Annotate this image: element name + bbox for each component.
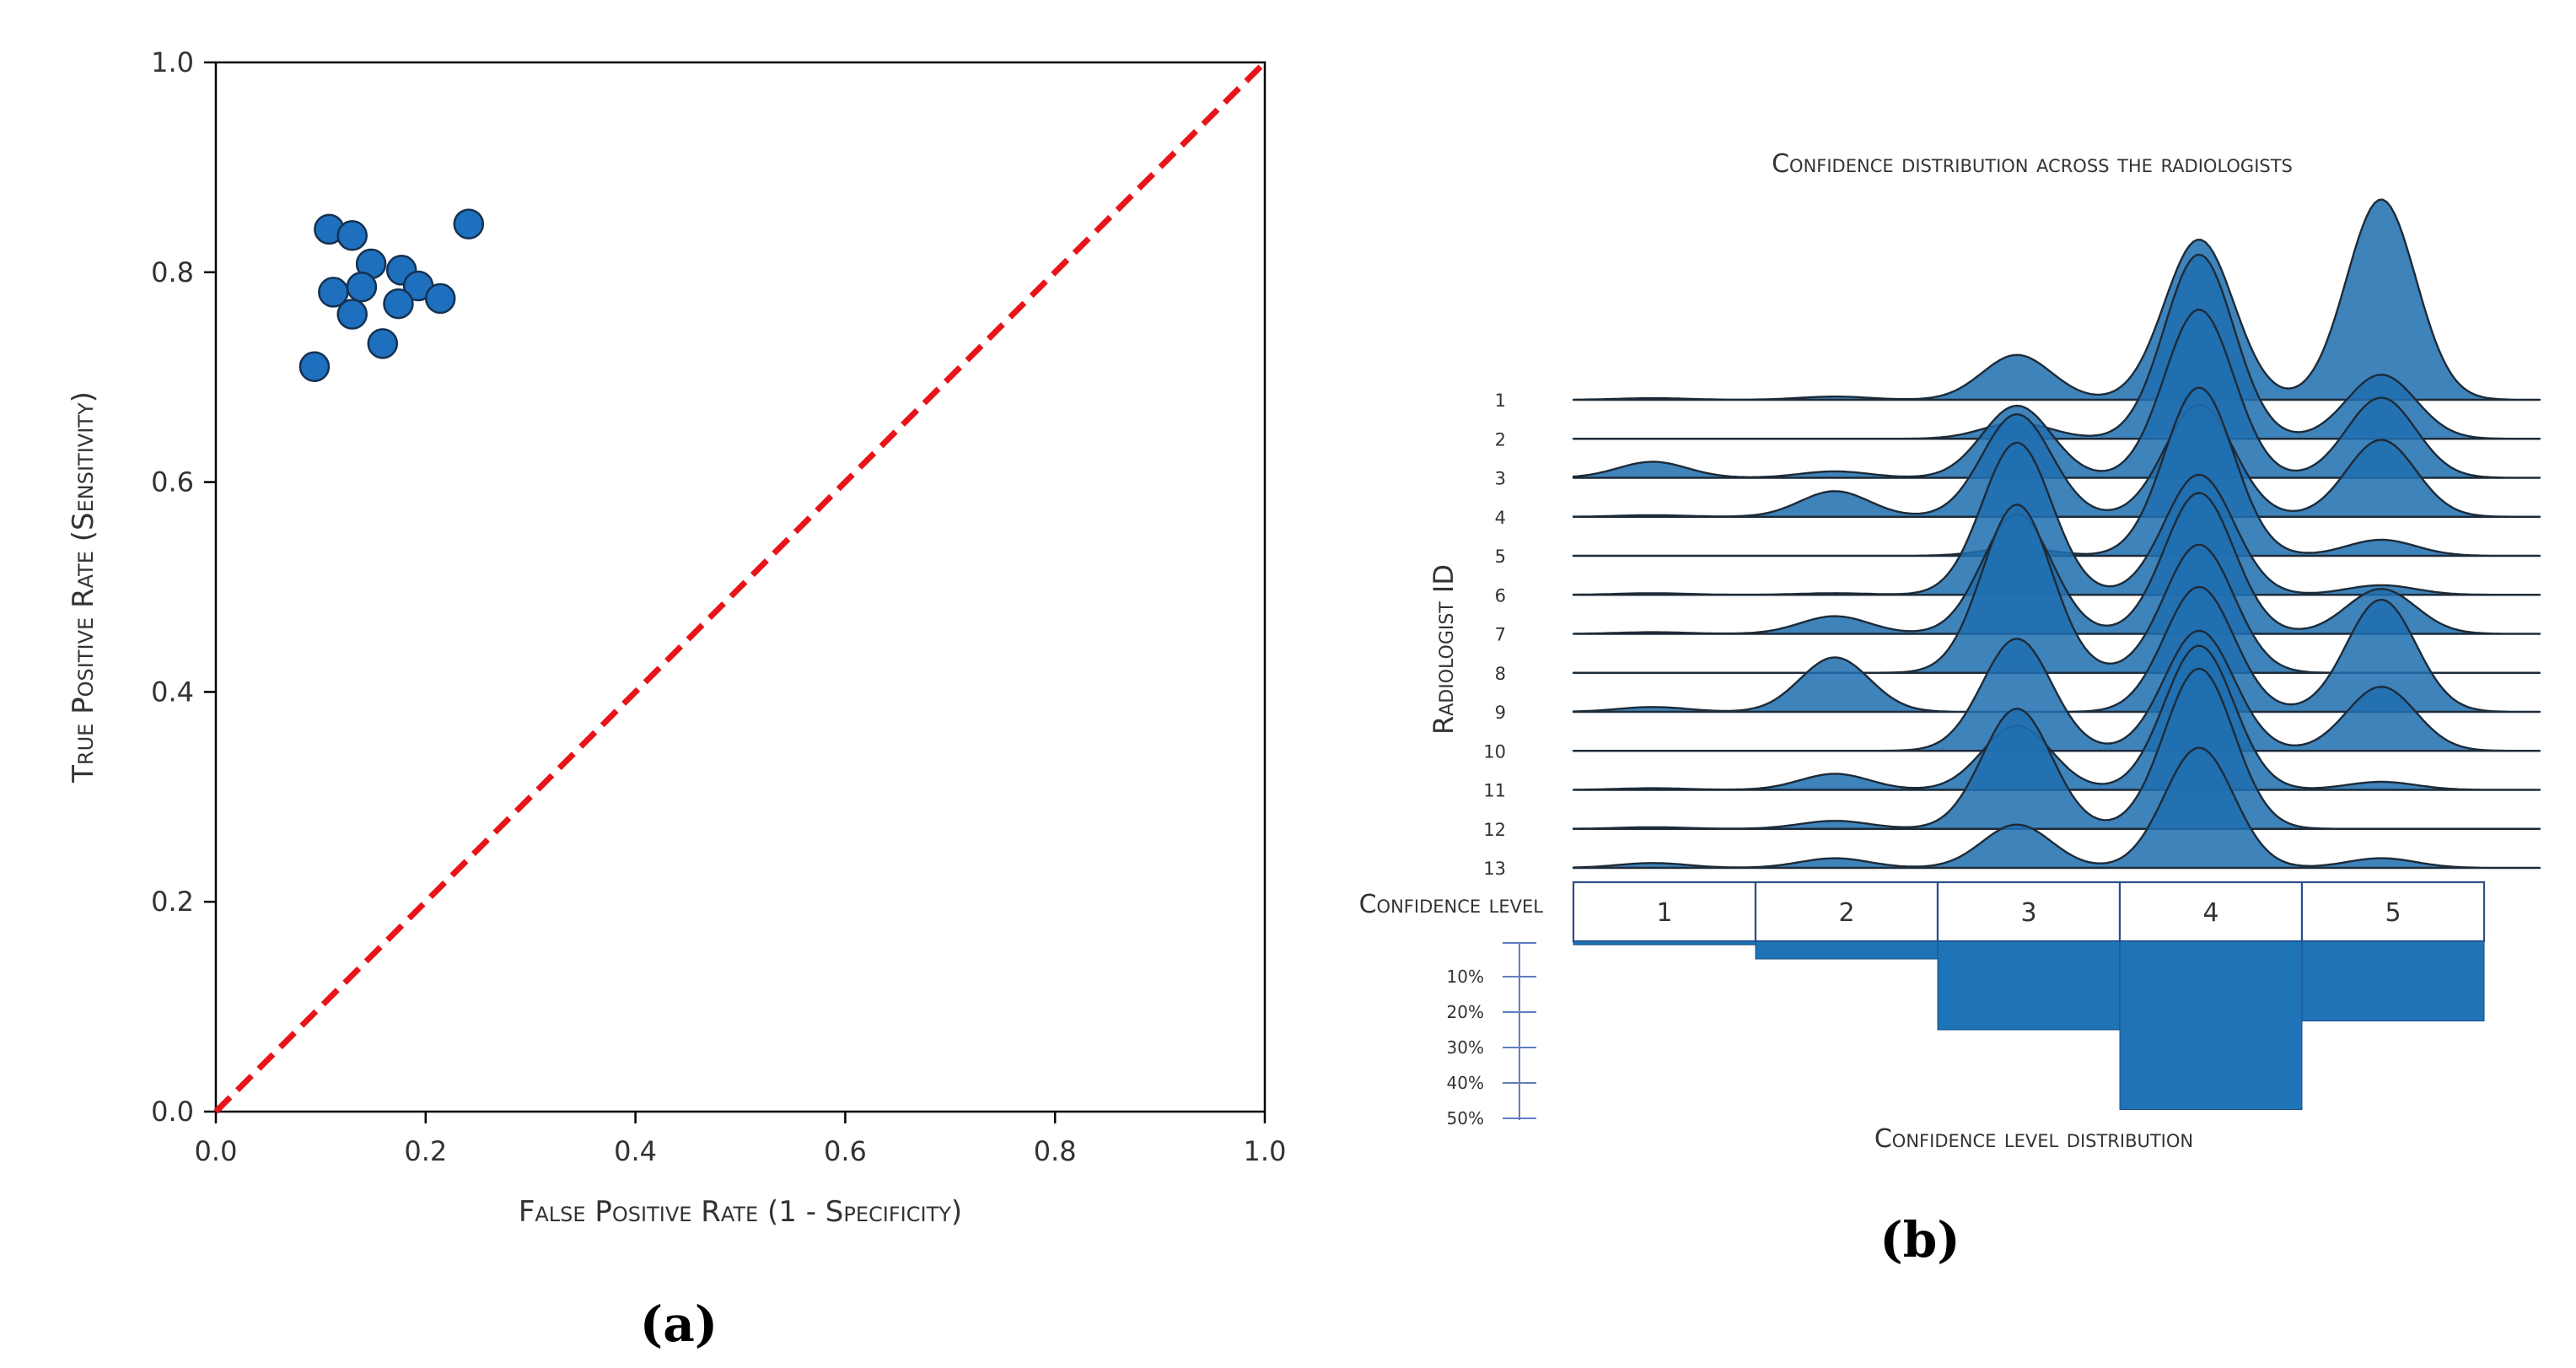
radiologist-id-label: 6 — [1495, 585, 1506, 606]
radiologist-id-label: 8 — [1495, 664, 1506, 684]
axis-ticks: 0.0 0.2 0.4 0.6 0.8 1.0 0.0 0.2 0.4 0.6 0.8 1.0 — [151, 46, 1286, 1167]
radiologist-id-label: 12 — [1483, 820, 1506, 840]
radiologist-id-label: 2 — [1495, 429, 1506, 450]
ridge-11 — [1572, 644, 2541, 791]
scatter-point — [424, 283, 456, 315]
scatter-points — [298, 208, 485, 383]
confidence-level-header: 1 2 3 4 5 — [1572, 881, 2486, 943]
confidence-cell-label: 4 — [2202, 898, 2218, 928]
scatter-point — [318, 277, 349, 308]
y-tick-label: 0.6 — [151, 466, 194, 498]
confidence-cell-label: 5 — [2385, 898, 2401, 928]
radiologist-id-label: 9 — [1495, 703, 1506, 723]
scatter-point — [336, 220, 368, 251]
radiologist-id-axis-label: Radiologist ID — [1428, 564, 1460, 735]
percent-scale: 10% 20% 30% 40% 50% — [1447, 942, 1536, 1128]
distribution-bar-3 — [1937, 940, 2121, 1031]
radiologist-id-label: 7 — [1495, 625, 1506, 645]
radiologist-id-label: 4 — [1495, 508, 1506, 528]
radiologist-id-label: 13 — [1483, 859, 1506, 879]
confidence-cell — [2300, 881, 2486, 943]
panel-label-b: (b) — [1880, 1211, 1960, 1268]
y-tick-label: 0.0 — [151, 1096, 194, 1128]
plot-area-frame — [214, 61, 1266, 1113]
roc-scatter-panel: 0.0 0.2 0.4 0.6 0.8 1.0 0.0 0.2 0.4 0.6 0.8 1.0 Fal… — [67, 46, 1286, 1353]
radiologist-id-label: 1 — [1495, 390, 1506, 411]
confidence-level-label: Confidence level — [1359, 890, 1544, 919]
scatter-point — [346, 271, 378, 303]
ridge-4 — [1572, 403, 2541, 518]
distribution-label: Confidence level distribution — [1874, 1124, 2193, 1154]
scatter-point — [298, 351, 331, 383]
scatter-point — [367, 328, 399, 359]
y-tick-label: 0.8 — [151, 256, 194, 288]
confidence-cell — [1936, 881, 2122, 943]
y-tick-label: 0.4 — [151, 676, 194, 708]
ridge-12 — [1572, 667, 2541, 830]
scatter-point — [383, 288, 414, 320]
distribution-bars — [1573, 940, 2485, 1110]
scale-tick-label: 50% — [1447, 1108, 1484, 1128]
ridge-13 — [1572, 746, 2541, 870]
scatter-point — [336, 299, 368, 330]
x-axis-label: False Positive Rate (1 - Specificity) — [519, 1195, 962, 1229]
scale-tick-label: 20% — [1447, 1002, 1484, 1022]
radiologist-id-label: 3 — [1495, 469, 1506, 489]
panel-label-a: (a) — [640, 1295, 718, 1353]
x-tick-label: 0.6 — [824, 1135, 867, 1167]
x-tick-label: 0.4 — [614, 1135, 657, 1167]
confidence-cell-label: 1 — [1656, 898, 1672, 928]
scatter-point — [453, 208, 485, 240]
x-tick-label: 1.0 — [1244, 1135, 1287, 1167]
distribution-bar-1 — [1573, 940, 1756, 945]
x-tick-label: 0.0 — [195, 1135, 238, 1167]
ridge-6 — [1572, 441, 2541, 596]
scale-tick-label: 40% — [1447, 1073, 1484, 1093]
scale-tick-label: 30% — [1447, 1037, 1484, 1058]
y-axis-label: True Positive Rate (Sensitivity) — [67, 391, 100, 784]
ridgeline-series — [1572, 198, 2541, 870]
radiologist-id-label: 5 — [1495, 547, 1506, 567]
distribution-bar-5 — [2301, 940, 2485, 1021]
distribution-bar-2 — [1755, 940, 1939, 960]
confidence-cell — [2118, 881, 2304, 943]
ridge-1 — [1572, 198, 2541, 401]
ridge-3 — [1572, 309, 2541, 479]
radiologist-id-label: 10 — [1483, 741, 1506, 762]
ridge-2 — [1572, 253, 2541, 440]
y-tick-label: 0.2 — [151, 886, 194, 918]
ridgeline-title: Confidence distribution across the radio… — [1772, 149, 2293, 179]
confidence-cell — [1754, 881, 1939, 943]
confidence-cell-label: 2 — [1838, 898, 1854, 928]
confidence-cell-label: 3 — [2020, 898, 2036, 928]
y-tick-label: 1.0 — [151, 46, 194, 78]
distribution-bar-4 — [2119, 940, 2303, 1110]
x-tick-label: 0.8 — [1034, 1135, 1077, 1167]
radiologist-id-label: 11 — [1483, 781, 1506, 801]
ridge-10 — [1572, 629, 2541, 752]
ridgeline-panel: Confidence distribution across the radio… — [1359, 149, 2541, 1268]
scale-tick-label: 10% — [1447, 967, 1484, 987]
x-tick-label: 0.2 — [404, 1135, 447, 1167]
chance-reference-line — [213, 60, 1267, 1114]
